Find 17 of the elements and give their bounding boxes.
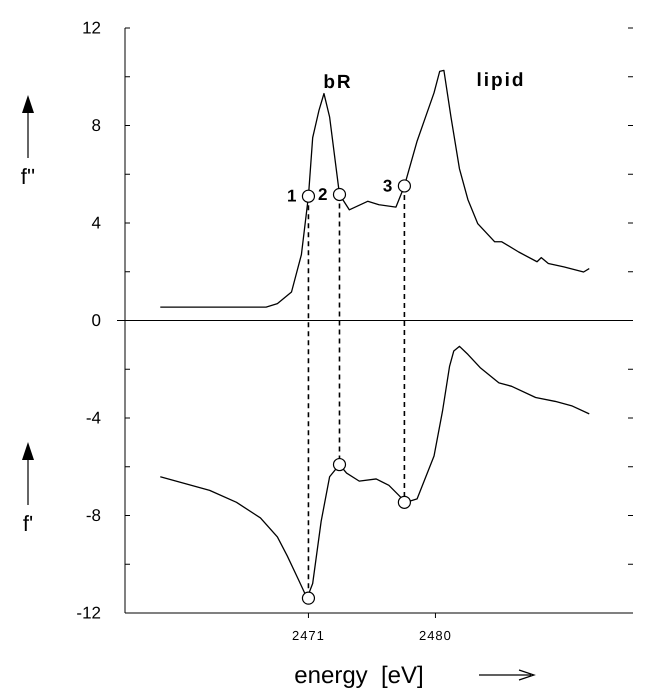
text: f'' [20, 164, 36, 189]
y-tick-label: 0 [92, 311, 101, 330]
y-tick-label: 4 [92, 214, 101, 232]
annotation: lipid [476, 70, 526, 91]
annotation: bR [323, 72, 353, 93]
y-tick-label: -12 [76, 604, 101, 622]
x-axis-title: energy [eV] [294, 662, 424, 689]
y-tick-label: 8 [92, 116, 101, 135]
x-tick-label: 2480 [418, 628, 452, 643]
x-tick-label: 2471 [292, 628, 325, 643]
annotation: 2 [318, 184, 328, 204]
annotation: 1 [286, 186, 296, 206]
text: f' [22, 511, 34, 536]
y-tick-label: -8 [86, 506, 101, 525]
y-tick-label: 12 [82, 18, 101, 38]
annotation: 3 [382, 176, 392, 196]
y-tick-label: -4 [86, 408, 101, 428]
